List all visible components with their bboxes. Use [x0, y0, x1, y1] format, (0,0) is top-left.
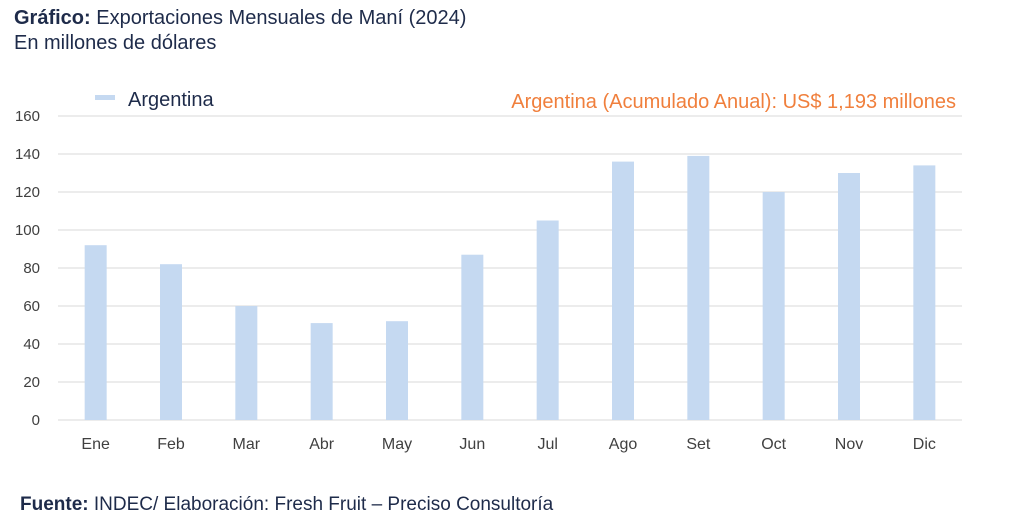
bar-oct	[762, 192, 785, 420]
x-tick-label-set: Set	[686, 436, 711, 453]
y-tick-label: 0	[32, 412, 40, 429]
x-tick-label-nov: Nov	[835, 436, 863, 453]
chart-subtitle: En millones de dólares	[14, 32, 217, 54]
y-tick-label: 120	[15, 184, 40, 201]
legend-swatch	[95, 95, 115, 100]
source-footer: Fuente: INDEC/ Elaboración: Fresh Fruit …	[20, 494, 553, 516]
bar-set	[687, 155, 710, 420]
legend-label-argentina: Argentina	[128, 89, 214, 111]
bar-chart: 0 20 40 60 80 100 120 140 160 Ene Feb Mar Abr May Jun…	[15, 89, 962, 453]
y-tick-label: 100	[15, 222, 40, 239]
x-axis-tick-labels: Ene Feb Mar Abr May Jun Jul Ago Set Oct Nov Dic	[81, 436, 935, 453]
chart-title-block: Gráfico: Exportaciones Mensuales de Maní…	[14, 6, 466, 56]
x-tick-label-oct: Oct	[761, 436, 786, 453]
chart-title-prefix: Gráfico:	[14, 7, 91, 29]
bar-nov	[838, 173, 860, 420]
y-tick-label: 60	[23, 298, 40, 315]
x-tick-label-feb: Feb	[157, 436, 185, 453]
bar-jun	[461, 254, 484, 420]
y-tick-label: 40	[23, 336, 40, 353]
y-tick-label: 80	[23, 260, 40, 277]
bar-ago	[612, 161, 634, 420]
bar-mar	[235, 306, 258, 420]
x-tick-label-mar: Mar	[233, 436, 261, 453]
legend: Argentina	[95, 89, 214, 111]
y-tick-label: 140	[15, 146, 40, 163]
chart-title: Gráfico: Exportaciones Mensuales de Maní…	[14, 6, 466, 31]
y-axis-tick-labels: 0 20 40 60 80 100 120 140 160	[15, 108, 40, 429]
x-tick-label-jun: Jun	[459, 436, 485, 453]
bar-abr	[310, 323, 333, 420]
bars	[84, 155, 936, 420]
x-tick-label-ene: Ene	[81, 436, 110, 453]
x-tick-label-dic: Dic	[913, 436, 936, 453]
bar-jul	[536, 220, 559, 420]
bar-ene	[84, 245, 107, 420]
x-tick-label-abr: Abr	[309, 436, 335, 453]
x-tick-label-jul: Jul	[537, 436, 557, 453]
bar-dic	[913, 165, 936, 420]
grid-lines	[58, 115, 962, 421]
y-tick-label: 160	[15, 108, 40, 125]
bar-may	[386, 321, 408, 420]
x-tick-label-ago: Ago	[609, 436, 638, 453]
x-tick-label-may: May	[382, 436, 412, 453]
source-text: INDEC/ Elaboración: Fresh Fruit – Precis…	[88, 494, 554, 515]
source-label: Fuente:	[20, 494, 89, 515]
annual-total-annotation: Argentina (Acumulado Anual): US$ 1,193 m…	[511, 91, 956, 113]
chart-title-text: Exportaciones Mensuales de Maní (2024)	[90, 7, 467, 29]
y-tick-label: 20	[23, 374, 40, 391]
bar-feb	[160, 264, 182, 420]
